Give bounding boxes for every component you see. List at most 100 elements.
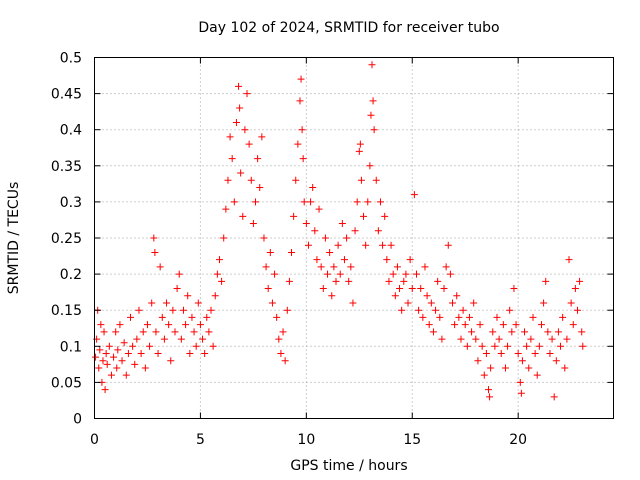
data-point bbox=[190, 328, 198, 336]
data-point bbox=[434, 277, 442, 285]
data-point bbox=[525, 364, 533, 372]
data-point bbox=[338, 220, 346, 228]
data-point bbox=[351, 227, 359, 235]
data-point bbox=[243, 90, 251, 98]
data-point bbox=[398, 306, 406, 314]
data-point bbox=[160, 335, 168, 343]
data-point bbox=[209, 342, 217, 350]
data-point bbox=[345, 277, 353, 285]
data-point bbox=[491, 342, 499, 350]
data-point bbox=[429, 328, 437, 336]
data-point bbox=[501, 364, 509, 372]
data-point bbox=[383, 256, 391, 264]
data-point bbox=[131, 360, 139, 368]
data-point bbox=[133, 335, 141, 343]
data-point bbox=[100, 328, 108, 336]
data-point bbox=[400, 277, 408, 285]
data-point bbox=[135, 306, 143, 314]
data-point bbox=[165, 321, 173, 329]
data-point bbox=[449, 299, 457, 307]
data-point bbox=[440, 285, 448, 293]
data-point bbox=[389, 270, 397, 278]
data-point bbox=[194, 299, 202, 307]
x-tick-label: 10 bbox=[297, 432, 315, 448]
data-point bbox=[236, 104, 244, 112]
data-point bbox=[167, 357, 175, 365]
data-point bbox=[470, 299, 478, 307]
data-point bbox=[489, 328, 497, 336]
data-point bbox=[531, 350, 539, 358]
data-point bbox=[579, 342, 587, 350]
data-point bbox=[404, 299, 412, 307]
data-point bbox=[281, 357, 289, 365]
data-point bbox=[408, 285, 416, 293]
data-point bbox=[324, 270, 332, 278]
data-point bbox=[163, 299, 171, 307]
data-point bbox=[146, 342, 154, 350]
data-point bbox=[370, 126, 378, 134]
chart-title: Day 102 of 2024, SRMTID for receiver tub… bbox=[198, 20, 499, 36]
y-tick-label: 0.35 bbox=[51, 159, 82, 175]
data-point bbox=[260, 234, 268, 242]
plot-frame bbox=[94, 57, 614, 419]
data-point bbox=[101, 386, 109, 394]
data-point bbox=[256, 183, 264, 191]
data-point bbox=[529, 313, 537, 321]
data-point bbox=[199, 335, 207, 343]
y-tick-label: 0.2 bbox=[60, 267, 82, 283]
data-point bbox=[499, 321, 507, 329]
data-point bbox=[298, 126, 306, 134]
data-point bbox=[563, 335, 571, 343]
data-point bbox=[230, 198, 238, 206]
data-point bbox=[218, 277, 226, 285]
data-point bbox=[455, 313, 463, 321]
data-point bbox=[258, 133, 266, 141]
data-point bbox=[540, 299, 548, 307]
y-tick-label: 0.5 bbox=[60, 51, 82, 67]
x-axis-label: GPS time / hours bbox=[290, 458, 407, 474]
data-point bbox=[474, 357, 482, 365]
data-point bbox=[523, 342, 531, 350]
data-point bbox=[118, 357, 126, 365]
data-point bbox=[299, 155, 307, 163]
data-point bbox=[203, 313, 211, 321]
data-point bbox=[368, 61, 376, 69]
data-point bbox=[550, 393, 558, 401]
data-point bbox=[177, 335, 185, 343]
data-point bbox=[569, 321, 577, 329]
data-point bbox=[156, 263, 164, 271]
data-point bbox=[112, 328, 120, 336]
data-point bbox=[442, 263, 450, 271]
data-point bbox=[213, 270, 221, 278]
data-point bbox=[349, 299, 357, 307]
data-point bbox=[576, 277, 584, 285]
data-point bbox=[102, 350, 110, 358]
data-point bbox=[476, 321, 484, 329]
data-point bbox=[311, 227, 319, 235]
data-point bbox=[254, 155, 262, 163]
data-point bbox=[457, 335, 465, 343]
data-point bbox=[196, 321, 204, 329]
x-tick-label: 0 bbox=[90, 432, 99, 448]
x-tick-label: 20 bbox=[509, 432, 527, 448]
y-tick-label: 0.3 bbox=[60, 195, 82, 211]
x-tick-label: 5 bbox=[196, 432, 205, 448]
data-point bbox=[461, 321, 469, 329]
data-point bbox=[114, 346, 122, 354]
data-point bbox=[143, 321, 151, 329]
data-point bbox=[175, 270, 183, 278]
data-point bbox=[417, 285, 425, 293]
data-point bbox=[300, 198, 308, 206]
data-point bbox=[330, 263, 338, 271]
data-point bbox=[571, 285, 579, 293]
data-point bbox=[485, 386, 493, 394]
data-point bbox=[307, 198, 315, 206]
data-point bbox=[366, 162, 374, 170]
data-point bbox=[182, 321, 190, 329]
data-point bbox=[226, 133, 234, 141]
data-point bbox=[141, 364, 149, 372]
data-point bbox=[334, 241, 342, 249]
data-point bbox=[356, 140, 364, 148]
data-point bbox=[425, 321, 433, 329]
data-point bbox=[186, 350, 194, 358]
